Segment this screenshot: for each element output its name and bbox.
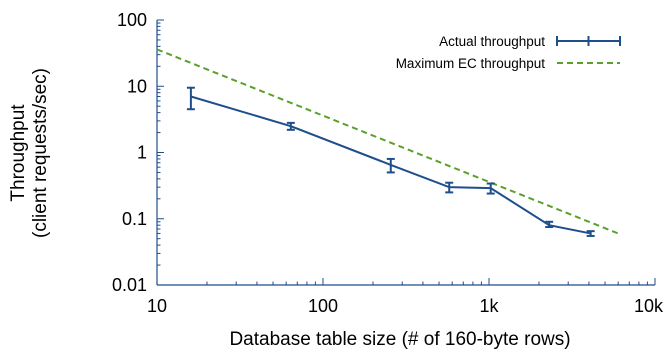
error-bar [286, 121, 295, 131]
x-tick-label: 10k [634, 296, 664, 316]
max-ec-throughput-line [156, 48, 619, 235]
error-bar [445, 181, 454, 194]
y-axis-title-line2: (client requests/sec) [30, 68, 51, 238]
legend-label-ec: Maximum EC throughput [396, 56, 546, 71]
x-ticks: 10 100 1k 10k [147, 278, 664, 316]
y-tick-label: 1 [137, 143, 147, 163]
y-tick-label: 0.1 [122, 209, 147, 229]
y-tick-label: 0.01 [112, 275, 147, 295]
y-ticks: 0.01 0.1 1 10 100 [112, 10, 164, 295]
y-axis-title-line1: Throughput [8, 104, 29, 202]
error-bar [486, 182, 495, 195]
error-bar [586, 230, 595, 237]
error-bar [186, 86, 195, 111]
x-tick-label: 100 [308, 296, 338, 316]
y-tick-label: 10 [127, 76, 147, 96]
x-axis-title: Database table size (# of 160-byte rows) [229, 329, 570, 350]
plot-area [156, 48, 619, 237]
error-bar [386, 157, 395, 174]
legend: Actual throughput Maximum EC throughput [396, 34, 621, 71]
x-tick-label: 1k [479, 296, 499, 316]
error-bar [545, 220, 554, 229]
y-tick-label: 100 [117, 10, 147, 30]
x-tick-label: 10 [147, 296, 167, 316]
legend-label-actual: Actual throughput [439, 34, 545, 49]
